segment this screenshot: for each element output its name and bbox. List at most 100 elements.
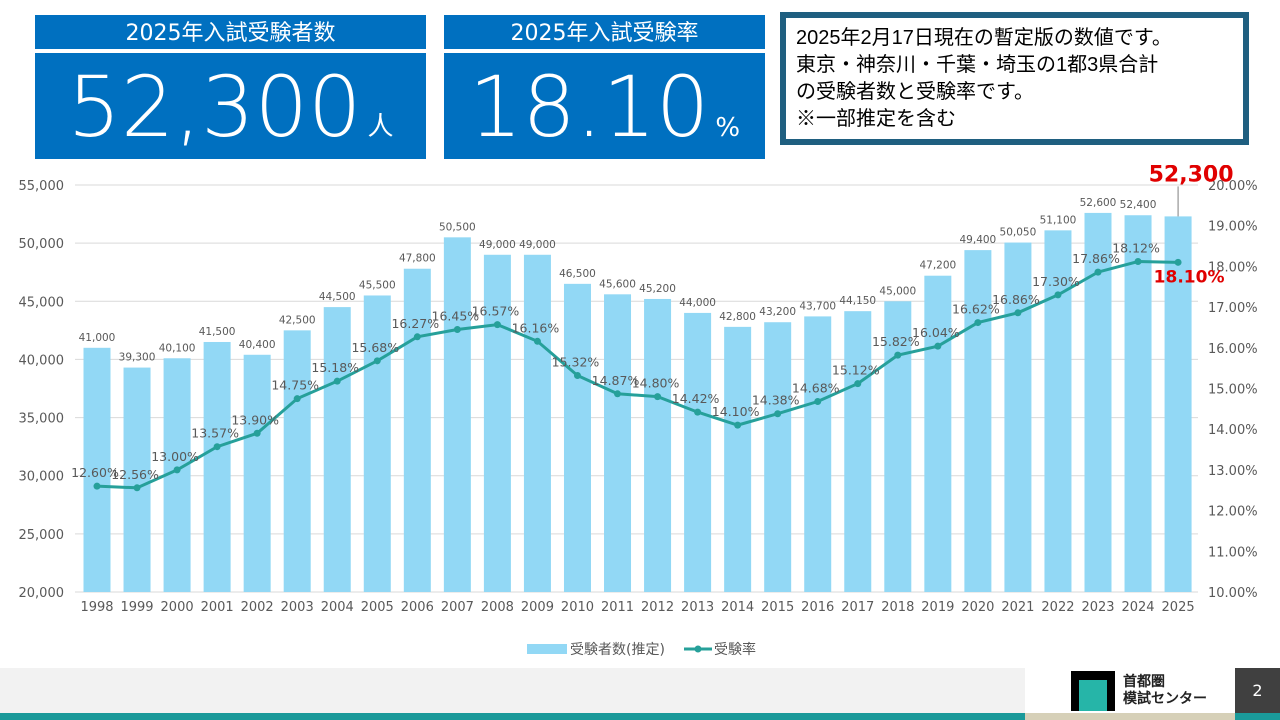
rate-point — [934, 342, 942, 350]
rate-label: 14.75% — [271, 378, 319, 393]
x-axis-tick: 2010 — [561, 600, 594, 615]
rate-point — [734, 421, 742, 429]
bar-label: 41,500 — [199, 326, 236, 338]
x-axis-tick: 2025 — [1162, 600, 1195, 615]
x-axis-tick: 2007 — [441, 600, 474, 615]
rate-label: 18.12% — [1112, 241, 1160, 256]
rate-label: 16.16% — [512, 320, 560, 335]
kpi-rate-value: 18.10 — [468, 58, 710, 156]
right-axis-tick: 15.00% — [1208, 383, 1258, 398]
x-axis-tick: 1998 — [80, 600, 113, 615]
bar — [964, 250, 992, 592]
note-line: ※一部推定を含む — [796, 108, 956, 130]
rate-label: 16.62% — [952, 302, 1000, 317]
bar-label: 47,200 — [919, 260, 956, 272]
x-axis-tick: 2000 — [161, 600, 194, 615]
rate-label: 15.68% — [351, 340, 399, 355]
rate-point — [173, 466, 181, 474]
footer-bar — [0, 668, 1025, 713]
bar — [243, 354, 271, 592]
logo-mark-icon — [1071, 670, 1115, 711]
bar-label: 44,500 — [319, 291, 356, 303]
rate-label: 14.80% — [632, 376, 680, 391]
bar-label: 45,000 — [879, 285, 916, 297]
bar-label: 43,700 — [799, 300, 836, 312]
rate-label: 13.00% — [151, 449, 199, 464]
bar-label: 43,200 — [759, 306, 796, 318]
bar-label: 51,100 — [1040, 214, 1077, 226]
bar-label: 41,000 — [79, 332, 116, 344]
left-axis-tick: 45,000 — [19, 295, 65, 310]
bar — [123, 367, 151, 592]
right-axis-tick: 11.00% — [1208, 545, 1258, 560]
kpi-examinees-unit: 人 — [367, 112, 394, 142]
bar-label: 49,400 — [960, 234, 997, 246]
x-axis-tick: 2015 — [761, 600, 794, 615]
bar-label: 49,000 — [519, 239, 556, 251]
x-axis-tick: 2005 — [361, 600, 394, 615]
bar-label: 44,000 — [679, 297, 716, 309]
rate-point — [1094, 268, 1102, 276]
x-axis-tick: 2009 — [521, 600, 554, 615]
rate-point — [614, 390, 622, 398]
rate-point — [974, 319, 982, 327]
rate-point — [293, 395, 301, 403]
x-axis-tick: 2022 — [1041, 600, 1074, 615]
footer-stripe — [1235, 713, 1280, 720]
bar — [1164, 216, 1192, 592]
rate-label: 15.82% — [872, 334, 920, 349]
x-axis-tick: 2023 — [1081, 600, 1114, 615]
right-axis-tick: 10.00% — [1208, 586, 1258, 601]
logo-line2: 模試センター — [1123, 690, 1207, 707]
bar-label-highlight: 52,300 — [1149, 165, 1234, 187]
x-axis-tick: 2020 — [961, 600, 994, 615]
x-axis-tick: 2012 — [641, 600, 674, 615]
bar — [1004, 242, 1032, 592]
kpi-rate-title: 2025年入試受験率 — [444, 15, 765, 53]
kpi-examinees: 2025年入試受験者数 52,300 人 — [35, 15, 426, 159]
left-axis-tick: 20,000 — [19, 586, 65, 601]
kpi-rate: 2025年入試受験率 18.10% — [444, 15, 765, 159]
right-axis-tick: 19.00% — [1208, 220, 1258, 235]
right-axis-tick: 18.00% — [1208, 260, 1258, 275]
rate-point — [213, 443, 221, 451]
bar — [83, 347, 111, 592]
rate-label: 15.12% — [832, 363, 880, 378]
rate-label: 14.87% — [592, 373, 640, 388]
rate-label: 14.10% — [712, 404, 760, 419]
bar-label: 44,150 — [839, 295, 876, 307]
x-axis-tick: 2004 — [321, 600, 354, 615]
left-axis-tick: 55,000 — [19, 179, 65, 194]
right-axis-tick: 16.00% — [1208, 342, 1258, 357]
x-axis-tick: 2014 — [721, 600, 754, 615]
bar-label: 45,200 — [639, 283, 676, 295]
rate-label: 17.86% — [1072, 251, 1120, 266]
rate-point — [93, 482, 101, 490]
bar — [844, 311, 872, 592]
rate-label: 17.30% — [1032, 274, 1080, 289]
rate-point — [654, 393, 662, 401]
bar — [924, 275, 952, 592]
bar-label: 52,400 — [1120, 199, 1157, 211]
rate-line — [96, 260, 1179, 490]
footer-stripe — [0, 713, 1025, 720]
right-axis-tick: 14.00% — [1208, 423, 1258, 438]
x-axis-tick: 2024 — [1121, 600, 1154, 615]
rate-point — [814, 398, 822, 406]
left-axis-tick: 25,000 — [19, 528, 65, 543]
rate-label: 16.57% — [472, 304, 520, 319]
rate-label: 13.57% — [191, 426, 239, 441]
rate-point — [333, 377, 341, 385]
bar-label: 42,800 — [719, 311, 756, 323]
x-axis-tick: 2003 — [281, 600, 314, 615]
bar — [684, 312, 712, 592]
legend-line-label: 受験率 — [714, 641, 756, 658]
note-line: 2025年2月17日現在の暫定版の数値です。 — [796, 27, 1172, 49]
note-line: 東京・神奈川・千葉・埼玉の1都3県合計 — [796, 54, 1159, 76]
x-axis-tick: 2021 — [1001, 600, 1034, 615]
left-axis-tick: 35,000 — [19, 412, 65, 427]
rate-point — [493, 321, 501, 329]
rate-label: 16.04% — [912, 325, 960, 340]
rate-label: 14.42% — [672, 391, 720, 406]
bar — [403, 268, 431, 592]
